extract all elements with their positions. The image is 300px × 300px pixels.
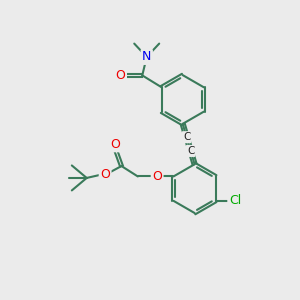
Text: Cl: Cl (229, 194, 241, 207)
Text: C: C (183, 132, 190, 142)
Text: C: C (187, 146, 194, 156)
Text: O: O (111, 138, 121, 151)
Text: O: O (116, 69, 125, 82)
Text: N: N (142, 50, 152, 64)
Text: O: O (100, 169, 110, 182)
Text: O: O (152, 170, 162, 183)
